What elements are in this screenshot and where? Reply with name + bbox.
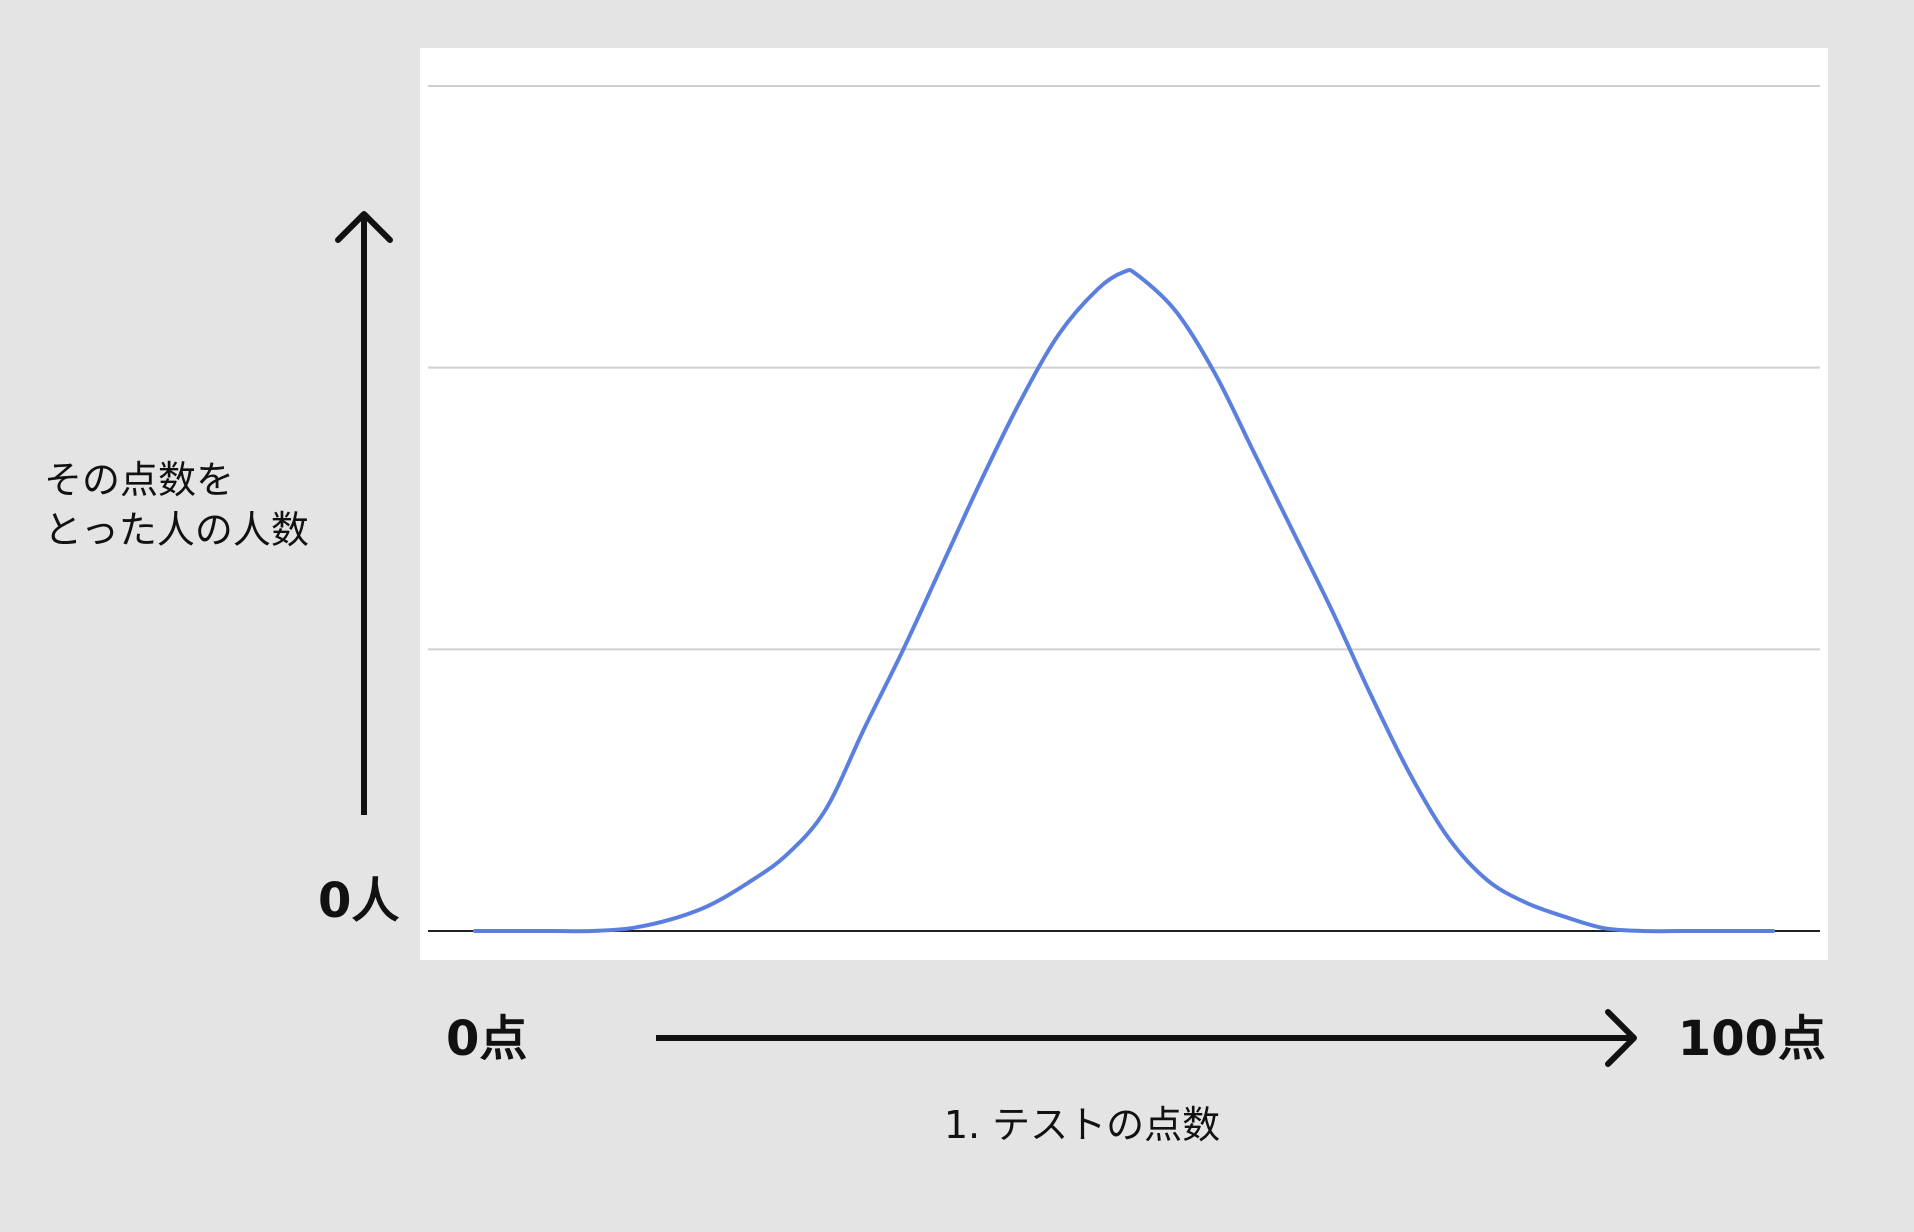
y-axis-label-line-2: とった人の人数: [44, 508, 309, 552]
y-arrow-head-icon: [335, 211, 393, 243]
y-zero-label: 0人: [318, 873, 399, 929]
x-arrow-head-icon: [1605, 1009, 1637, 1067]
x-axis-title: 1. テストの点数: [944, 1103, 1220, 1147]
x-end-label: 100点: [1678, 1011, 1826, 1067]
x-axis-arrow: [656, 1009, 1637, 1067]
x-start-label: 0点: [446, 1011, 527, 1067]
series-curve: [473, 267, 1775, 934]
y-axis-arrow: [335, 211, 393, 815]
gridlines: [428, 85, 1820, 651]
plot-area: [420, 48, 1828, 960]
y-axis-label-line-1: その点数を: [44, 458, 234, 502]
